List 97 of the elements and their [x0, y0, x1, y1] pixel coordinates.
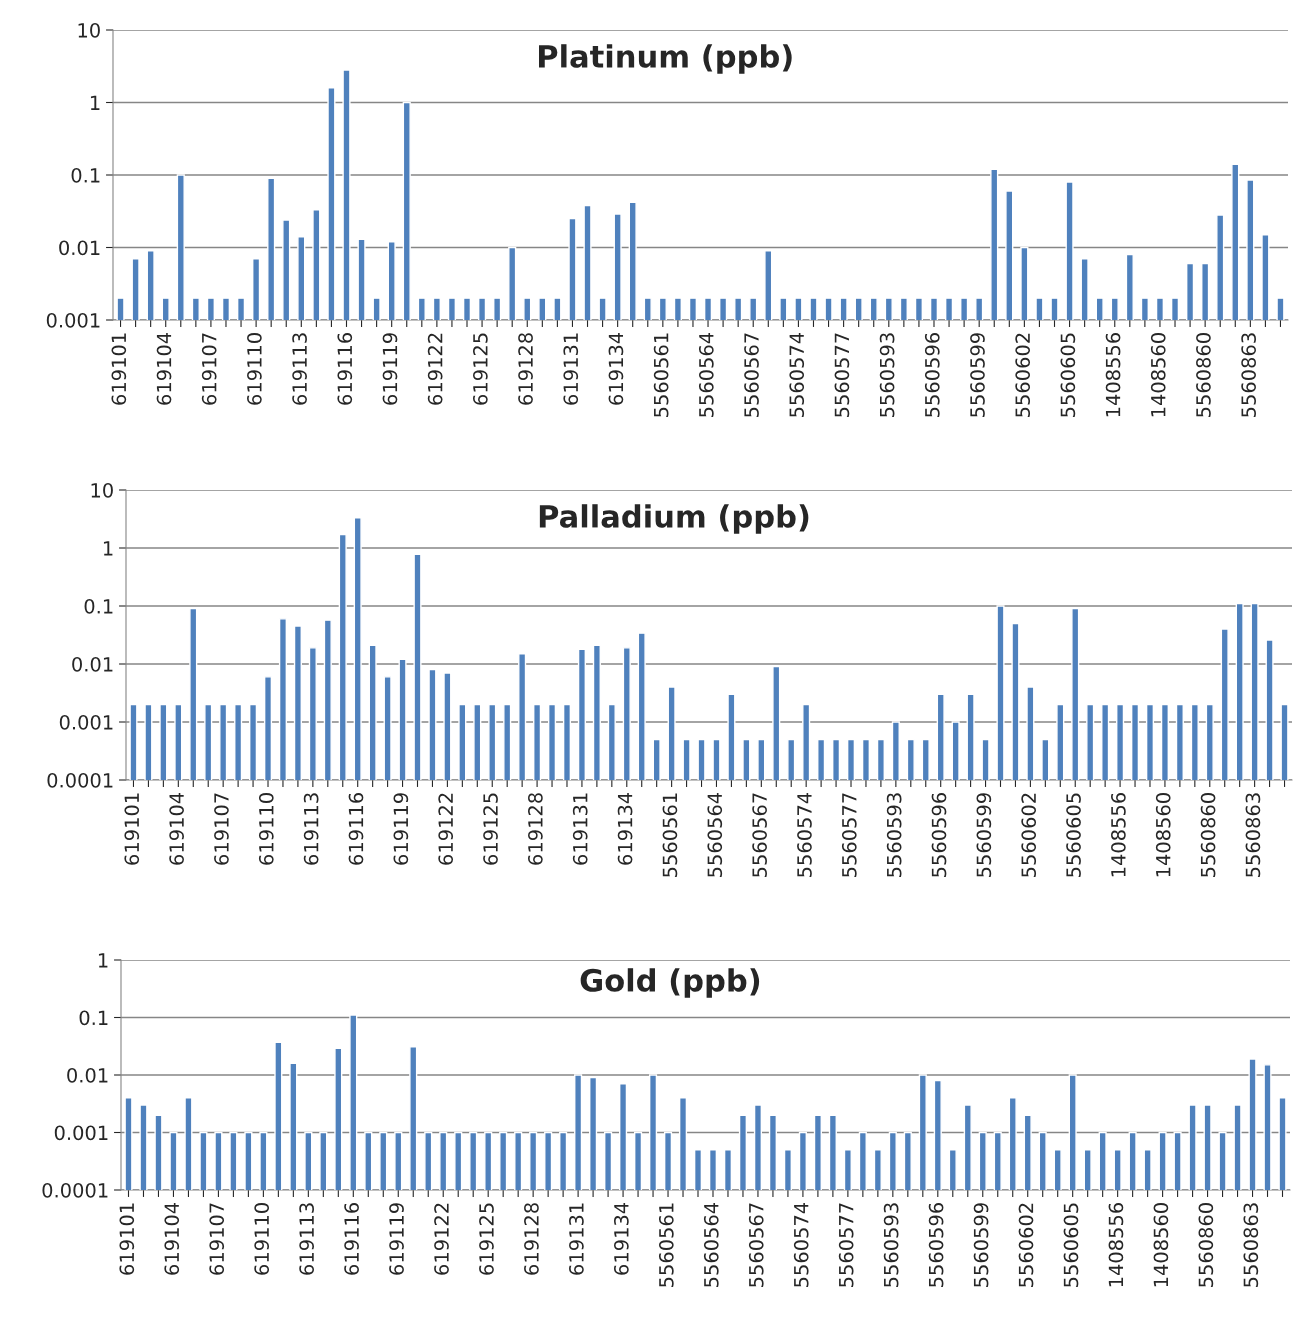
x-tick-label: 5560564	[698, 332, 714, 417]
x-tick-label: 5560564	[707, 792, 723, 877]
x-tick-label: 5560561	[662, 793, 678, 877]
x-tick-label: 5560860	[1200, 793, 1216, 877]
x-tick-label: 619101	[124, 793, 140, 865]
x-tick-label: 619128	[528, 793, 543, 865]
x-tick-label: 5560577	[834, 333, 850, 417]
x-tick-label: 619122	[438, 793, 454, 865]
x-tick-label: 619128	[524, 1203, 539, 1275]
x-tick-label: 5560602	[1021, 793, 1037, 877]
x-tick-label: 619116	[344, 1203, 359, 1275]
x-tick-label: 619113	[299, 1203, 314, 1275]
x-tick-label: 5560860	[1196, 333, 1211, 417]
x-tick-label: 619110	[254, 1203, 270, 1275]
x-tick-label: 5560605	[1063, 1203, 1079, 1287]
x-tick-label: 1408560	[1153, 1203, 1169, 1287]
x-tick-label: 5560561	[658, 1203, 674, 1287]
y-tick-label: 0.1	[79, 1010, 108, 1026]
x-tick-label: 5560593	[879, 333, 895, 417]
x-tick-label: 1408560	[1150, 333, 1166, 417]
x-tick-label: 5560577	[841, 793, 857, 877]
x-tick-label: 5560574	[789, 332, 805, 417]
y-tick-label: 0.01	[59, 240, 100, 256]
chart-title: Palladium (ppb)	[539, 504, 809, 534]
x-tick-label: 619101	[111, 333, 127, 405]
x-tick-label: 5560605	[1066, 793, 1081, 877]
x-tick-label: 619122	[427, 333, 443, 405]
x-tick-label: 619113	[303, 793, 319, 865]
x-tick-label: 5560574	[797, 792, 812, 877]
x-tick-label: 5560561	[653, 333, 669, 417]
x-tick-label: 619119	[382, 333, 398, 405]
x-tick-label: 619104	[156, 332, 172, 405]
y-tick-label: 0.001	[46, 312, 100, 328]
x-tick-label: 5560602	[1018, 1203, 1034, 1287]
x-tick-label: 5560574	[793, 1202, 809, 1287]
x-tick-label: 619110	[247, 333, 262, 405]
x-tick-label: 619116	[337, 333, 353, 405]
x-tick-label: 5560593	[883, 1203, 899, 1287]
x-tick-label: 1408556	[1105, 333, 1121, 417]
x-tick-label: 5560567	[744, 333, 759, 417]
x-tick-label: 619119	[389, 1203, 404, 1275]
x-tick-label: 5560596	[931, 793, 947, 877]
x-tick-label: 5560863	[1241, 333, 1256, 417]
y-tick-label: 0.01	[72, 656, 113, 672]
x-tick-label: 619128	[518, 333, 533, 405]
x-tick-label: 5560599	[973, 1203, 989, 1287]
x-tick-label: 619131	[572, 793, 588, 865]
x-tick-label: 619125	[479, 1203, 494, 1275]
chart-title: Platinum (ppb)	[539, 44, 792, 74]
x-tick-label: 5560602	[1015, 333, 1031, 417]
x-tick-label: 5560863	[1245, 793, 1261, 877]
y-tick-label: 0.01	[67, 1067, 108, 1083]
x-tick-label: 619134	[608, 332, 624, 405]
x-tick-label: 619131	[569, 1203, 584, 1275]
y-tick-label: 0.0001	[42, 1182, 108, 1198]
x-tick-label: 5560860	[1198, 1203, 1214, 1287]
x-tick-label: 619104	[169, 792, 184, 865]
y-tick-label: 0.1	[84, 598, 113, 614]
x-tick-label: 5560596	[928, 1203, 944, 1287]
y-tick-label: 1	[90, 95, 100, 110]
x-tick-label: 5560605	[1060, 333, 1076, 417]
x-tick-label: 619104	[164, 1202, 180, 1275]
y-tick-label: 0.1	[71, 167, 100, 183]
x-tick-label: 5560593	[886, 793, 902, 877]
x-tick-label: 619107	[214, 793, 229, 865]
x-tick-label: 5560863	[1243, 1203, 1259, 1287]
x-tick-label: 619101	[119, 1203, 135, 1275]
x-tick-label: 619134	[617, 792, 633, 865]
x-tick-label: 619119	[393, 793, 409, 865]
x-tick-label: 619113	[292, 333, 307, 405]
x-tick-label: 5560567	[752, 793, 767, 877]
x-tick-label: 619107	[201, 333, 217, 405]
x-tick-label: 5560564	[703, 1202, 719, 1287]
x-tick-label: 619107	[209, 1203, 225, 1275]
y-tick-label: 1	[98, 953, 108, 968]
x-tick-label: 5560596	[924, 333, 940, 417]
y-tick-label: 1	[103, 541, 113, 556]
x-tick-label: 1408560	[1155, 793, 1171, 877]
x-tick-label: 5560567	[748, 1203, 764, 1287]
y-tick-label: 0.0001	[47, 772, 113, 788]
y-tick-label: 0.001	[54, 1125, 108, 1141]
x-tick-label: 619110	[258, 793, 274, 865]
x-tick-label: 619116	[348, 793, 364, 865]
x-tick-label: 1408556	[1111, 793, 1126, 877]
y-tick-label: 10	[91, 482, 113, 498]
x-tick-label: 1408556	[1108, 1203, 1124, 1287]
x-tick-label: 619125	[483, 793, 498, 865]
chart-title: Gold (ppb)	[580, 968, 760, 998]
x-tick-label: 619134	[614, 1202, 629, 1275]
y-tick-label: 10	[78, 22, 100, 38]
x-tick-label: 5560599	[970, 333, 985, 417]
y-tick-label: 0.001	[59, 714, 113, 730]
x-tick-label: 5560599	[976, 793, 992, 877]
x-tick-label: 619125	[473, 333, 488, 405]
x-tick-label: 619122	[434, 1203, 449, 1275]
x-tick-label: 5560577	[838, 1203, 854, 1287]
x-tick-label: 619131	[563, 333, 579, 405]
